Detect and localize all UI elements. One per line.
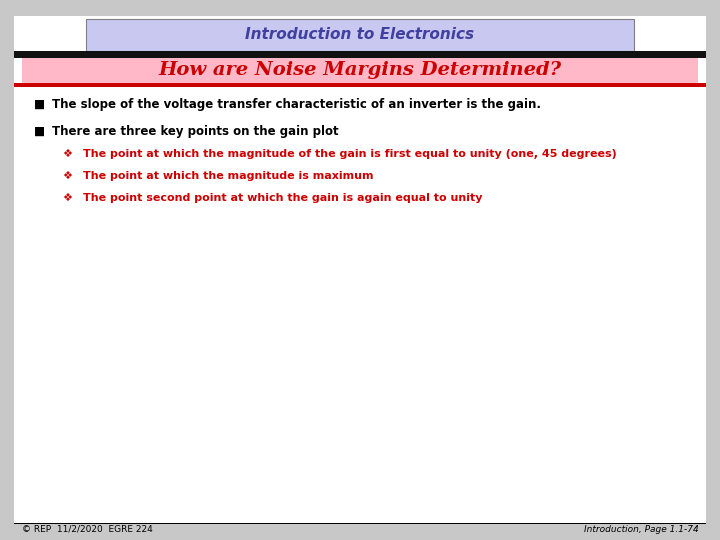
Text: The slope of the voltage transfer characteristic of an inverter is the gain.: The slope of the voltage transfer charac… [52, 98, 541, 111]
Text: ■: ■ [34, 125, 45, 138]
Text: The point at which the magnitude is maximum: The point at which the magnitude is maxi… [83, 171, 373, 181]
Text: $V_{OUT}$: $V_{OUT}$ [93, 280, 123, 295]
Text: $V_{IL}$: $V_{IL}$ [274, 390, 292, 406]
Text: Introduction to Electronics: Introduction to Electronics [246, 27, 474, 42]
Text: $V_{IH}$: $V_{IH}$ [409, 509, 426, 522]
Text: |slope| = 1: |slope| = 1 [426, 301, 519, 344]
Text: $V_{IN}$ (Volts): $V_{IN}$ (Volts) [600, 498, 667, 515]
Text: $V_{OH}$: $V_{OH}$ [128, 221, 153, 236]
Text: ❖: ❖ [62, 171, 72, 181]
Text: Introduction, Page 1.1-74: Introduction, Page 1.1-74 [584, 525, 698, 534]
Text: ❖: ❖ [62, 149, 72, 159]
Text: There are three key points on the gain plot: There are three key points on the gain p… [52, 125, 338, 138]
Text: $V_{IN}$ (Volts): $V_{IN}$ (Volts) [600, 381, 667, 396]
Text: $V_{OL}$: $V_{OL}$ [130, 339, 153, 354]
Text: |slope| = Maximum = 5: |slope| = Maximum = 5 [351, 252, 530, 296]
Text: ■: ■ [34, 98, 45, 111]
Text: (Volts): (Volts) [79, 304, 123, 318]
Text: $V_{IL}$: $V_{IL}$ [275, 509, 291, 522]
Text: max: max [355, 419, 426, 436]
Text: © REP  11/2/2020  EGRE 224: © REP 11/2/2020 EGRE 224 [22, 525, 153, 534]
Text: How are Noise Margins Determined?: How are Noise Margins Determined? [158, 61, 562, 79]
Text: The point at which the magnitude of the gain is first equal to unity (one, 45 de: The point at which the magnitude of the … [83, 149, 616, 159]
Text: |slope| = 1: |slope| = 1 [291, 209, 432, 228]
Text: The point second point at which the gain is again equal to unity: The point second point at which the gain… [83, 193, 482, 203]
Text: $V_{IH}$: $V_{IH}$ [408, 390, 427, 406]
Text: |gain|
slope: |gain| slope [104, 441, 142, 469]
Text: ❖: ❖ [62, 193, 72, 203]
